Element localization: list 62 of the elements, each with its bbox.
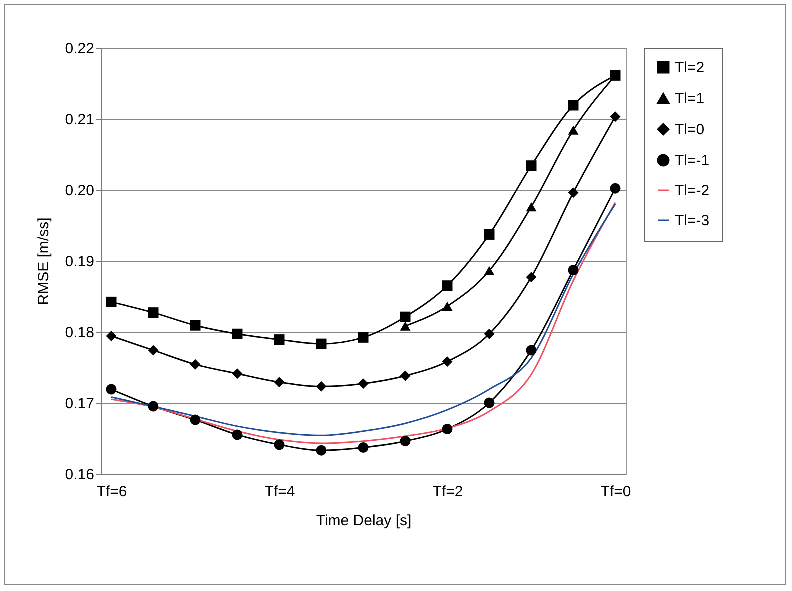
point bbox=[106, 296, 117, 308]
y-tick-label: 0.16 bbox=[65, 466, 94, 484]
legend-label: Tl=-3 bbox=[675, 212, 710, 230]
point bbox=[442, 356, 453, 368]
point bbox=[274, 334, 285, 346]
y-tick-label: 0.18 bbox=[65, 324, 94, 342]
point bbox=[106, 384, 117, 395]
point bbox=[148, 308, 159, 318]
point bbox=[526, 345, 537, 356]
legend-label: Tl=-2 bbox=[675, 182, 710, 200]
point bbox=[274, 440, 285, 450]
point bbox=[568, 126, 579, 135]
point bbox=[232, 368, 243, 380]
point bbox=[316, 445, 327, 456]
point bbox=[568, 188, 579, 198]
point bbox=[274, 377, 285, 388]
point bbox=[610, 112, 621, 122]
point bbox=[484, 266, 495, 276]
legend-label: Tl=0 bbox=[675, 122, 705, 138]
legend-label: Tl=1 bbox=[675, 90, 705, 108]
point bbox=[190, 359, 201, 370]
point bbox=[358, 332, 369, 343]
point bbox=[358, 442, 369, 453]
point bbox=[400, 436, 411, 447]
x-axis-title: Time Delay [s] bbox=[316, 512, 412, 530]
x-tick-label: Tf=4 bbox=[264, 484, 296, 500]
point bbox=[442, 424, 453, 435]
y-tick-label: 0.20 bbox=[65, 182, 94, 200]
point bbox=[526, 202, 537, 212]
x-tick-label: Tf=6 bbox=[96, 484, 128, 500]
point bbox=[106, 331, 117, 342]
y-tick-label: 0.22 bbox=[65, 40, 94, 58]
point bbox=[400, 370, 411, 382]
point bbox=[190, 414, 201, 426]
point bbox=[316, 338, 327, 350]
x-tick-label: Tf=2 bbox=[432, 484, 464, 500]
point bbox=[316, 381, 327, 392]
point bbox=[190, 320, 201, 331]
point bbox=[484, 398, 495, 408]
point bbox=[568, 100, 579, 111]
point bbox=[484, 229, 495, 240]
x-tick-label: Tf=0 bbox=[600, 484, 632, 500]
point bbox=[442, 302, 453, 311]
y-tick-label: 0.21 bbox=[65, 112, 94, 128]
point bbox=[148, 401, 159, 412]
legend-label: Tl=-1 bbox=[675, 152, 710, 170]
point bbox=[610, 183, 621, 194]
point bbox=[148, 345, 159, 356]
point bbox=[568, 264, 579, 276]
point bbox=[232, 430, 243, 440]
y-axis-title: RMSE [m/ss] bbox=[35, 218, 52, 306]
y-tick-label: 0.17 bbox=[65, 396, 94, 412]
point bbox=[232, 328, 243, 340]
point bbox=[400, 312, 411, 322]
point bbox=[442, 280, 453, 292]
point bbox=[358, 378, 369, 390]
point bbox=[526, 160, 537, 172]
legend-label: Tl=2 bbox=[675, 60, 705, 76]
point bbox=[484, 328, 495, 340]
point bbox=[400, 322, 411, 331]
point bbox=[526, 272, 537, 283]
y-tick-label: 0.19 bbox=[65, 254, 94, 270]
